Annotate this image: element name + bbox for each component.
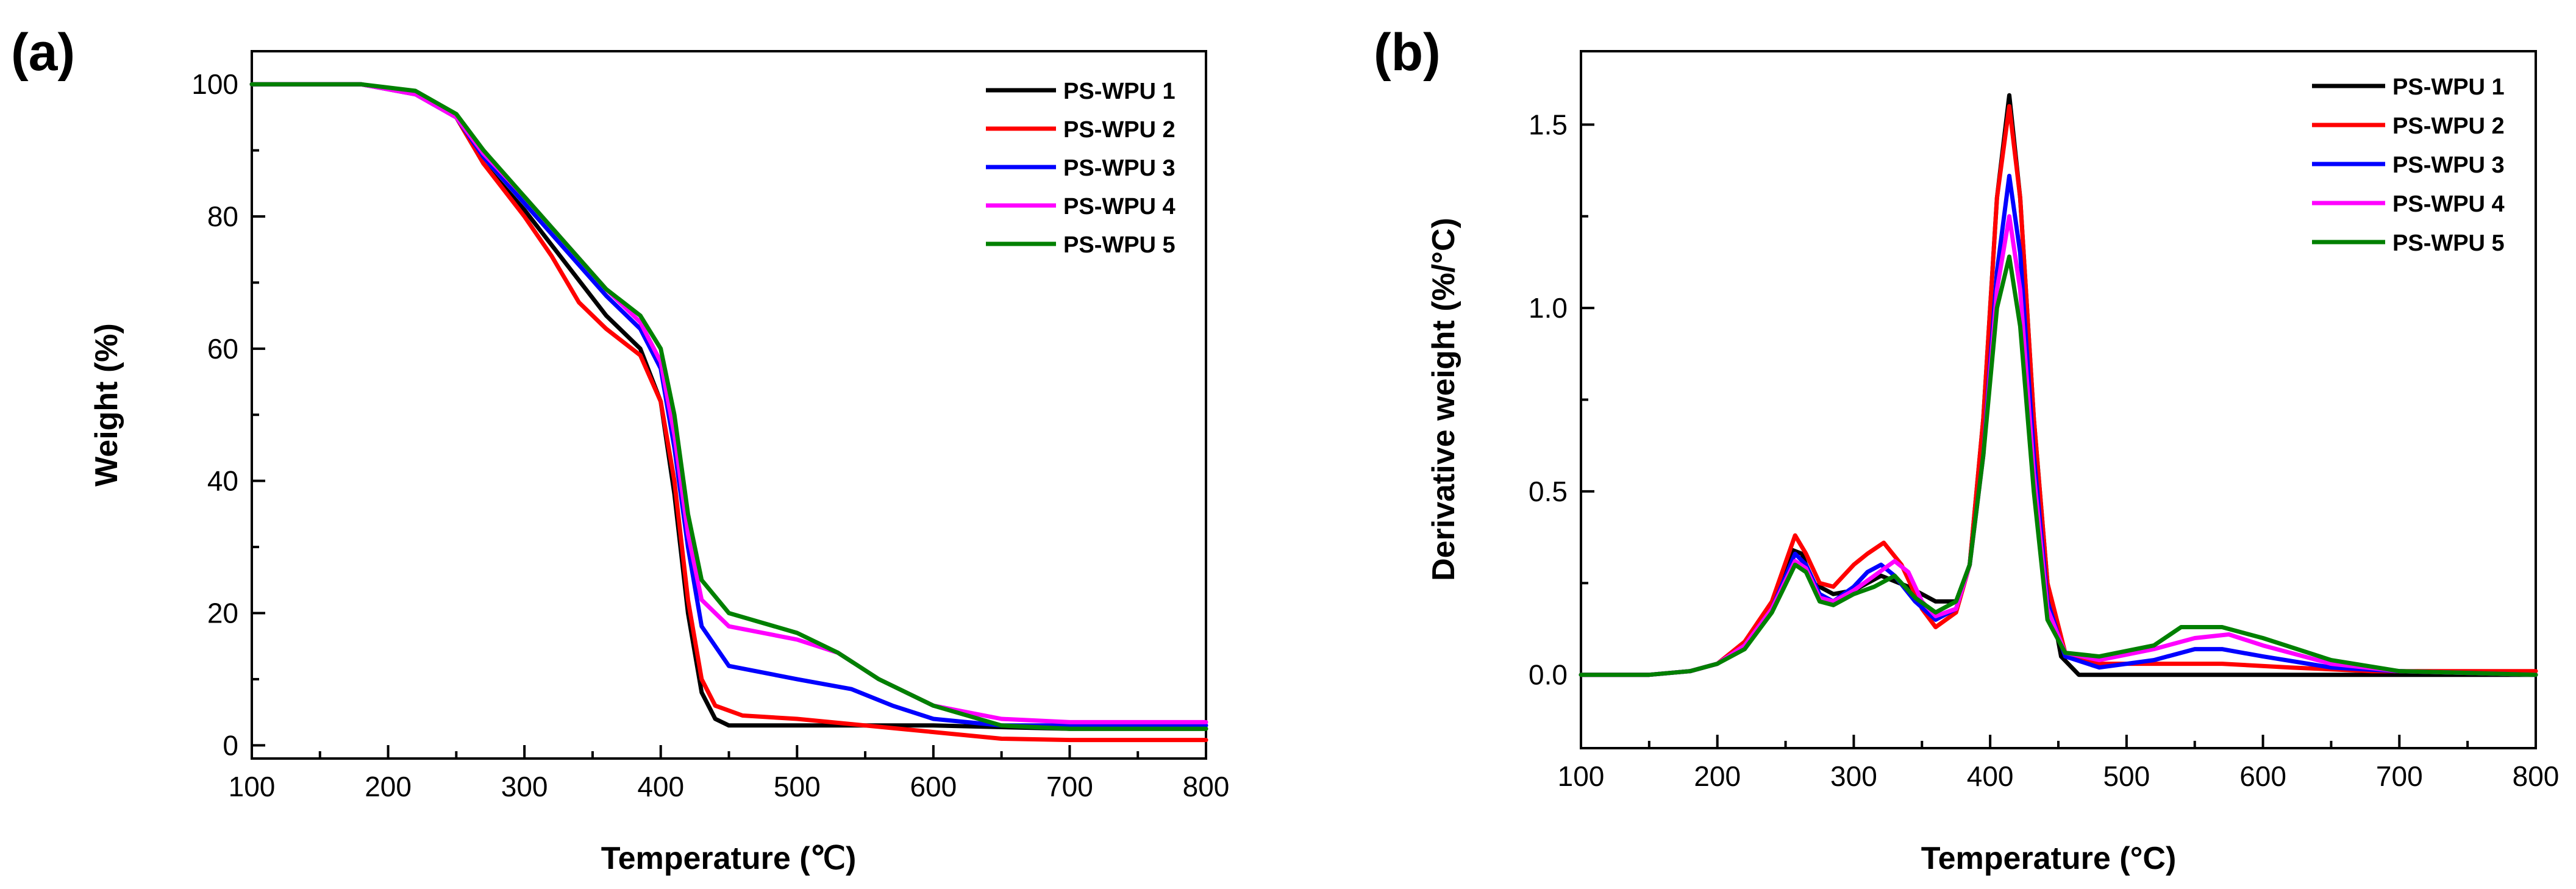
a-x-tick-label: 600: [910, 771, 957, 802]
a-y-tick-label: 0: [223, 729, 238, 761]
b-legend-label-2: PS-WPU 2: [2392, 113, 2505, 139]
a-legend-label-4: PS-WPU 4: [1063, 194, 1176, 220]
a-panel-label: (a): [11, 23, 75, 82]
a-series-line-5: [249, 82, 1208, 731]
a-series-line-2: [249, 82, 1208, 743]
b-x-tick-label: 200: [1694, 760, 1741, 792]
a-legend-label-1: PS-WPU 1: [1063, 79, 1176, 104]
b-y-tick-label: 0.5: [1529, 476, 1568, 507]
a-x-tick-label: 500: [774, 771, 821, 802]
a-y-tick-label: 80: [207, 201, 238, 232]
b-legend-label-1: PS-WPU 1: [2392, 74, 2505, 100]
a-legend-label-5: PS-WPU 5: [1063, 232, 1176, 258]
b-series-line-4: [1579, 214, 2538, 677]
a-x-tick-label: 100: [229, 771, 276, 802]
b-legend-label-5: PS-WPU 5: [2392, 230, 2505, 256]
b-y-tick-label: 1.5: [1529, 109, 1568, 140]
b-series-line-5: [1579, 254, 2538, 677]
a-x-axis-title: Temperature (℃): [601, 841, 857, 876]
b-series-line-2: [1579, 104, 2538, 677]
b-legend-label-3: PS-WPU 3: [2392, 152, 2505, 178]
a-x-tick-label: 200: [365, 771, 412, 802]
b-x-tick-label: 500: [2103, 760, 2150, 792]
b-x-tick-label: 800: [2513, 760, 2560, 792]
b-x-axis-title: Temperature (°C): [1921, 841, 2177, 876]
a-y-axis-title: Weight (%): [89, 323, 124, 487]
b-x-tick-label: 400: [1967, 760, 2014, 792]
a-x-tick-label: 300: [501, 771, 548, 802]
a-y-tick-label: 40: [207, 465, 238, 497]
a-x-tick-label: 400: [637, 771, 684, 802]
b-x-tick-label: 300: [1830, 760, 1877, 792]
a-y-tick-label: 60: [207, 333, 238, 365]
b-y-tick-label: 0.0: [1529, 659, 1568, 691]
panel-a-tga-chart: (a) 100 200 300 400 500 600 700 800 0 20 40 60 80 100 T…: [11, 23, 1229, 876]
b-x-tick-label: 100: [1558, 760, 1605, 792]
a-y-tick-label: 20: [207, 597, 238, 629]
b-x-tick-label: 600: [2239, 760, 2286, 792]
a-x-tick-label: 700: [1046, 771, 1093, 802]
a-y-tick-label: 100: [191, 68, 238, 100]
b-x-tick-label: 700: [2376, 760, 2423, 792]
b-legend-label-4: PS-WPU 4: [2392, 191, 2505, 217]
b-y-tick-label: 1.0: [1529, 292, 1568, 324]
b-series-line-1: [1579, 93, 2538, 677]
a-x-tick-label: 800: [1183, 771, 1230, 802]
b-panel-label: (b): [1374, 23, 1441, 82]
panel-b-dtg-chart: (b) 100 200 300 400 500 600 700 800 0.0 0.5 1.0 1.5 T…: [1374, 23, 2559, 876]
b-y-axis-title: Derivative weight (%/°C): [1426, 218, 1461, 581]
a-legend-label-2: PS-WPU 2: [1063, 117, 1176, 143]
a-legend-label-3: PS-WPU 3: [1063, 155, 1176, 181]
